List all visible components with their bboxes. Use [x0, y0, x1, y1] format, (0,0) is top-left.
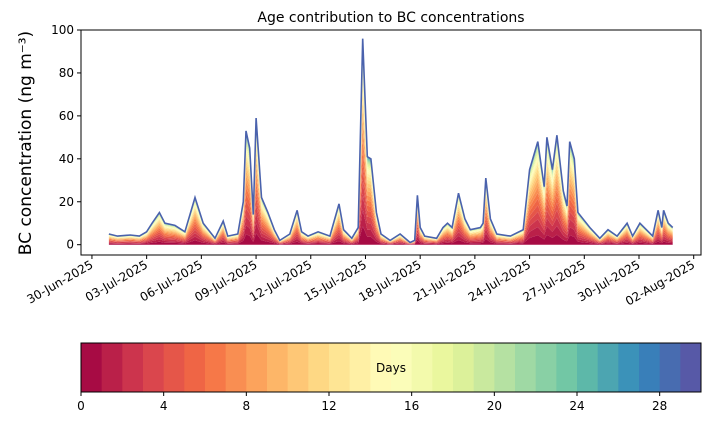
- colorbar-swatch: [122, 343, 144, 392]
- colorbar-swatch: [453, 343, 475, 392]
- colorbar-swatch: [101, 343, 123, 392]
- colorbar-swatch: [246, 343, 268, 392]
- y-tick-label: 60: [59, 109, 74, 123]
- y-tick-label: 0: [66, 238, 74, 252]
- colorbar-swatch: [81, 343, 103, 392]
- colorbar-tick-label: 20: [487, 399, 502, 413]
- colorbar-swatch: [205, 343, 227, 392]
- colorbar-swatch: [494, 343, 516, 392]
- colorbar-swatch: [143, 343, 165, 392]
- colorbar-tick-label: 4: [160, 399, 168, 413]
- x-tick-label: 30-Jun-2025: [24, 257, 95, 306]
- x-axis: 30-Jun-202503-Jul-202506-Jul-202509-Jul-…: [24, 255, 697, 308]
- colorbar-swatch: [267, 343, 289, 392]
- y-tick-label: 40: [59, 152, 74, 166]
- y-tick-label: 80: [59, 66, 74, 80]
- y-axis: 0 20 40 60 80 100: [51, 23, 81, 252]
- colorbar-swatch: [556, 343, 578, 392]
- colorbar-tick-label: 16: [404, 399, 419, 413]
- colorbar-swatch: [680, 343, 702, 392]
- colorbar-swatch: [184, 343, 206, 392]
- colorbar-swatch: [287, 343, 309, 392]
- colorbar-tick-label: 28: [652, 399, 667, 413]
- colorbar-swatch: [411, 343, 433, 392]
- colorbar-swatch: [577, 343, 599, 392]
- colorbar-tick-label: 8: [243, 399, 251, 413]
- colorbar-swatch: [163, 343, 185, 392]
- stacked-age-areas: [108, 38, 673, 245]
- colorbar-tick-label: 0: [77, 399, 85, 413]
- colorbar-swatch: [308, 343, 330, 392]
- total-concentration-line: [108, 38, 674, 244]
- colorbar-swatch: [225, 343, 247, 392]
- colorbar-tick-label: 12: [321, 399, 336, 413]
- y-tick-label: 100: [51, 23, 74, 37]
- colorbar-swatch: [329, 343, 351, 392]
- colorbar-frame: [80, 342, 702, 393]
- colorbar: [81, 343, 702, 392]
- age-area-1d: [108, 209, 673, 245]
- colorbar-swatch: [618, 343, 640, 392]
- colorbar-tick-label: 24: [569, 399, 584, 413]
- plot-frame: [80, 29, 702, 256]
- colorbar-swatch: [535, 343, 557, 392]
- colorbar-swatch: [597, 343, 619, 392]
- colorbar-swatch: [473, 343, 495, 392]
- colorbar-ticks: 0 4 8 12 16 20 24 28: [77, 392, 667, 413]
- colorbar-swatch: [639, 343, 661, 392]
- colorbar-swatch: [432, 343, 454, 392]
- y-tick-label: 20: [59, 195, 74, 209]
- colorbar-swatch: [349, 343, 371, 392]
- colorbar-swatch: [515, 343, 537, 392]
- y-axis-label: BC concentration (ng m⁻³): [16, 31, 36, 255]
- age-area-0d: [108, 226, 673, 245]
- colorbar-swatch: [391, 343, 413, 392]
- colorbar-swatch: [370, 343, 392, 392]
- chart-title: Age contribution to BC concentrations: [257, 10, 524, 26]
- colorbar-label: Days: [376, 361, 406, 375]
- colorbar-swatch: [659, 343, 681, 392]
